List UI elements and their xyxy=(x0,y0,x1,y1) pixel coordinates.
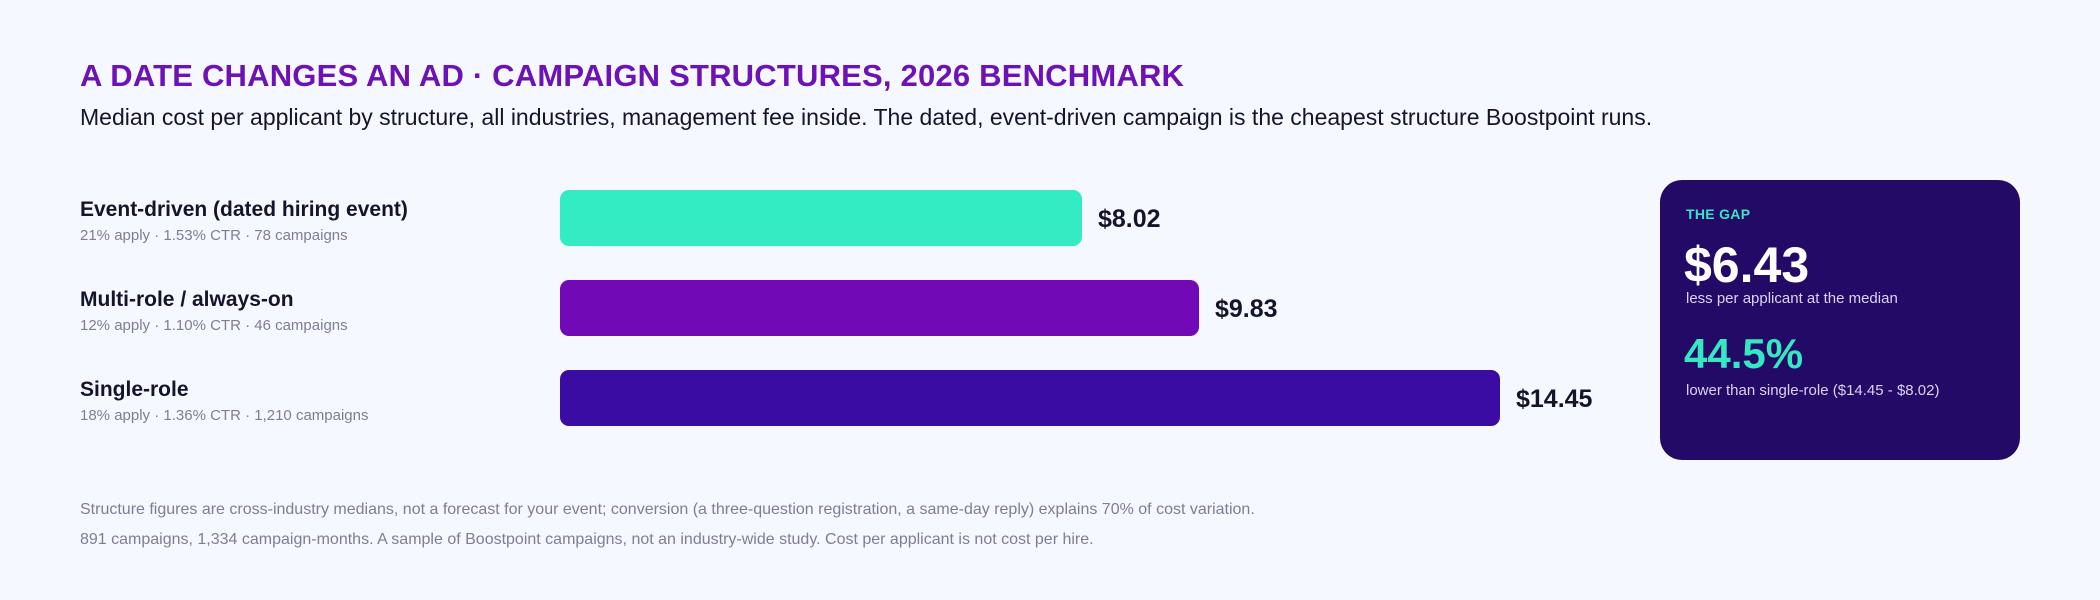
category-label: Event-driven (dated hiring event) xyxy=(80,198,408,221)
bar-value-label: $8.02 xyxy=(1098,205,1161,233)
bar xyxy=(560,370,1500,426)
gap-kicker: THE GAP xyxy=(1686,206,1751,222)
chart-subtitle: Median cost per applicant by structure, … xyxy=(80,104,1653,130)
category-label: Single-role xyxy=(80,378,189,401)
gap-card: THE GAP $6.43 less per applicant at the … xyxy=(1660,180,2020,460)
bar xyxy=(560,190,1082,246)
bar-value-label: $14.45 xyxy=(1516,385,1593,413)
category-label: Multi-role / always-on xyxy=(80,288,294,311)
category-note: 12% apply · 1.10% CTR · 46 campaigns xyxy=(80,317,348,334)
chart-title: A DATE CHANGES AN AD · CAMPAIGN STRUCTUR… xyxy=(80,58,1185,93)
category-note: 18% apply · 1.36% CTR · 1,210 campaigns xyxy=(80,407,369,424)
category-note: 21% apply · 1.53% CTR · 78 campaigns xyxy=(80,227,348,244)
gap-amount-label: less per applicant at the median xyxy=(1686,290,1898,307)
bar-value-label: $9.83 xyxy=(1215,295,1278,323)
footnote: 891 campaigns, 1,334 campaign-months. A … xyxy=(80,531,1094,548)
gap-percent-label: lower than single-role ($14.45 - $8.02) xyxy=(1686,382,1940,399)
footnote: Structure figures are cross-industry med… xyxy=(80,501,1255,518)
bar xyxy=(560,280,1199,336)
gap-percent: 44.5% xyxy=(1684,330,1804,377)
gap-amount: $6.43 xyxy=(1684,237,1810,293)
